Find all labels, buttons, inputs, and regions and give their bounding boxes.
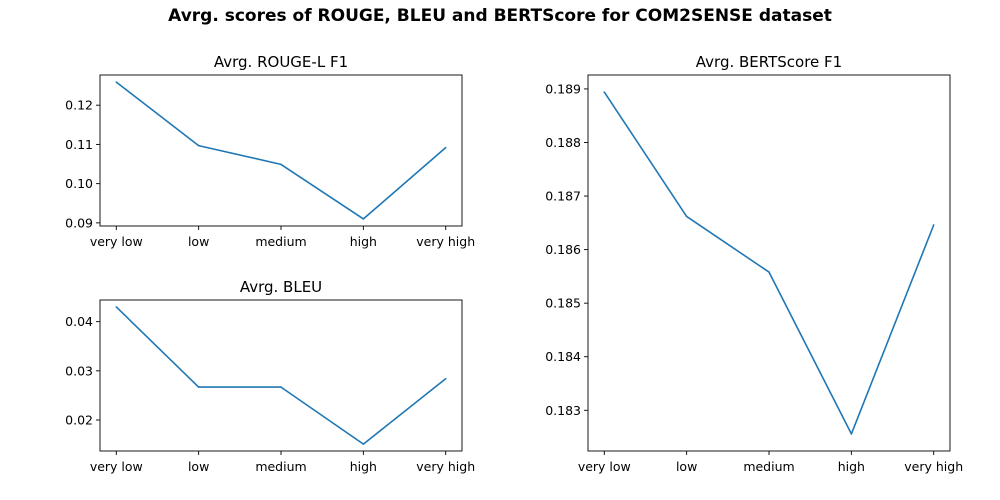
y-tick-label: 0.184 bbox=[545, 349, 581, 364]
series-line bbox=[603, 91, 935, 435]
data-point bbox=[197, 144, 200, 147]
y-tick-label: 0.04 bbox=[65, 314, 93, 329]
x-tick-label: low bbox=[188, 459, 209, 474]
data-point bbox=[603, 91, 606, 93]
subplot-title: Avrg. ROUGE-L F1 bbox=[214, 53, 348, 71]
y-tick-label: 0.186 bbox=[545, 242, 581, 257]
axes-frame bbox=[587, 74, 951, 452]
series-line bbox=[115, 306, 447, 445]
x-tick-label: very high bbox=[416, 234, 475, 249]
series-line bbox=[115, 81, 447, 220]
x-tick-label: very low bbox=[90, 234, 143, 249]
x-tick-label: low bbox=[188, 234, 209, 249]
x-tick-label: medium bbox=[743, 459, 794, 474]
axes-frame bbox=[99, 299, 463, 452]
data-point bbox=[197, 386, 200, 388]
x-tick-label: very low bbox=[90, 459, 143, 474]
y-tick-label: 0.09 bbox=[65, 215, 93, 230]
y-tick-label: 0.185 bbox=[545, 296, 581, 311]
data-point bbox=[280, 163, 282, 166]
data-point bbox=[685, 215, 688, 218]
y-tick-label: 0.10 bbox=[65, 176, 93, 191]
page-title: Avrg. scores of ROUGE, BLEU and BERTScor… bbox=[168, 6, 832, 26]
y-tick-label: 0.11 bbox=[65, 137, 93, 152]
data-point bbox=[850, 433, 853, 435]
subplot-title: Avrg. BLEU bbox=[240, 278, 322, 296]
y-tick-label: 0.183 bbox=[545, 403, 581, 418]
subplot-bert: Avrg. BERTScore F1 very low low medium high v… bbox=[545, 53, 963, 474]
x-tick-label: high bbox=[350, 459, 377, 474]
y-tick-label: 0.12 bbox=[65, 98, 93, 113]
data-point bbox=[444, 146, 447, 149]
y-tick-label: 0.187 bbox=[545, 189, 581, 204]
x-tick-label: high bbox=[350, 234, 377, 249]
x-tick-label: very low bbox=[578, 459, 631, 474]
subplot-title: Avrg. BERTScore F1 bbox=[696, 53, 842, 71]
x-tick-label: medium bbox=[255, 459, 306, 474]
x-tick-label: very high bbox=[904, 459, 963, 474]
x-tick-label: low bbox=[676, 459, 697, 474]
data-point bbox=[932, 224, 935, 226]
subplot-bleu: Avrg. BLEU very low low medium high very high… bbox=[65, 278, 475, 474]
x-tick-label: very high bbox=[416, 459, 475, 474]
y-tick-label: 0.188 bbox=[545, 135, 581, 150]
subplot-rouge: Avrg. ROUGE-L F1 very low low medium high ver… bbox=[65, 53, 475, 249]
x-tick-label: high bbox=[838, 459, 865, 474]
data-point bbox=[362, 218, 365, 220]
axes-frame bbox=[99, 74, 463, 227]
data-point bbox=[115, 306, 118, 308]
x-tick-label: medium bbox=[255, 234, 306, 249]
y-tick-label: 0.03 bbox=[65, 363, 93, 378]
data-point bbox=[444, 377, 447, 380]
data-point bbox=[115, 81, 118, 83]
data-point bbox=[768, 271, 770, 273]
data-point bbox=[362, 443, 365, 445]
y-tick-label: 0.189 bbox=[545, 81, 581, 96]
data-point bbox=[280, 386, 282, 388]
y-tick-label: 0.02 bbox=[65, 413, 93, 428]
